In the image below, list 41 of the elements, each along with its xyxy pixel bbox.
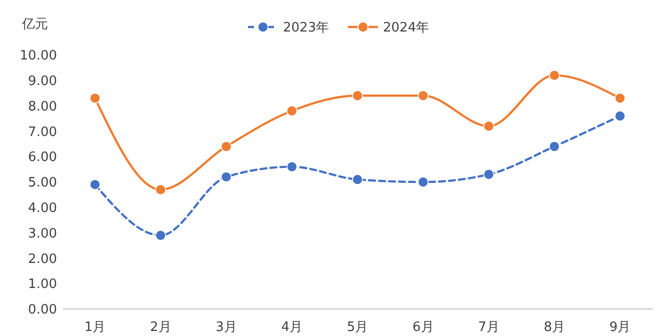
point <box>548 70 560 81</box>
y-tick-label: 10.00 <box>20 48 57 64</box>
x-tick-label: 2月 <box>150 320 172 335</box>
point <box>483 168 494 180</box>
y-axis-title: 亿元 <box>21 17 48 32</box>
point <box>418 176 429 188</box>
point <box>352 90 363 102</box>
y-tick-label: 9.00 <box>28 74 57 89</box>
y-tick-label: 7.00 <box>28 124 57 140</box>
point <box>614 110 626 122</box>
y-tick-label: 3.00 <box>28 226 57 242</box>
point <box>220 172 232 182</box>
point <box>286 161 298 172</box>
x-tick-label: 4月 <box>281 320 303 335</box>
y-tick-label: 4.00 <box>28 200 57 216</box>
y-tick-label: 1.00 <box>28 277 57 292</box>
point <box>483 120 494 132</box>
y-tick-label: 2.00 <box>28 252 57 267</box>
x-tick-label: 5月 <box>346 320 368 335</box>
point <box>90 179 100 190</box>
point <box>286 105 298 116</box>
x-tick-label: 1月 <box>84 320 106 335</box>
y-tick-label: 6.00 <box>28 150 57 166</box>
y-tick-label: 0.00 <box>28 302 57 318</box>
point <box>352 174 363 185</box>
point <box>614 92 626 104</box>
point <box>548 141 560 152</box>
y-tick-label: 8.00 <box>28 99 57 114</box>
point <box>220 141 232 152</box>
point <box>155 184 166 196</box>
x-tick-label: 6月 <box>412 320 434 335</box>
x-tick-label: 7月 <box>478 320 500 335</box>
legend-label: 2023年 <box>283 20 330 36</box>
x-tick-label: 3月 <box>216 320 237 335</box>
point <box>418 90 429 102</box>
legend-label: 2024年 <box>383 20 430 36</box>
point <box>155 230 166 241</box>
x-tick-label: 9月 <box>609 320 631 335</box>
y-tick-label: 5.00 <box>28 176 57 191</box>
point <box>90 92 100 104</box>
x-tick-label: 8月 <box>544 320 566 335</box>
